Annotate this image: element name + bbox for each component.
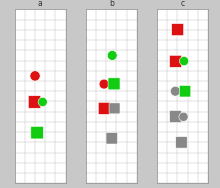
FancyBboxPatch shape [109,103,120,114]
Text: b: b [109,0,114,8]
FancyBboxPatch shape [170,111,182,123]
FancyBboxPatch shape [179,86,191,97]
FancyBboxPatch shape [98,102,110,114]
FancyBboxPatch shape [106,133,117,144]
Ellipse shape [99,79,109,89]
Ellipse shape [107,51,117,60]
FancyBboxPatch shape [170,55,182,67]
Ellipse shape [180,56,189,66]
Ellipse shape [179,112,188,121]
FancyBboxPatch shape [108,78,120,90]
Ellipse shape [170,86,180,96]
Ellipse shape [38,97,47,107]
FancyBboxPatch shape [31,126,43,139]
Text: a: a [38,0,42,8]
FancyBboxPatch shape [176,137,187,148]
Ellipse shape [30,71,40,81]
FancyBboxPatch shape [28,96,41,108]
FancyBboxPatch shape [172,24,184,36]
Text: c: c [180,0,185,8]
